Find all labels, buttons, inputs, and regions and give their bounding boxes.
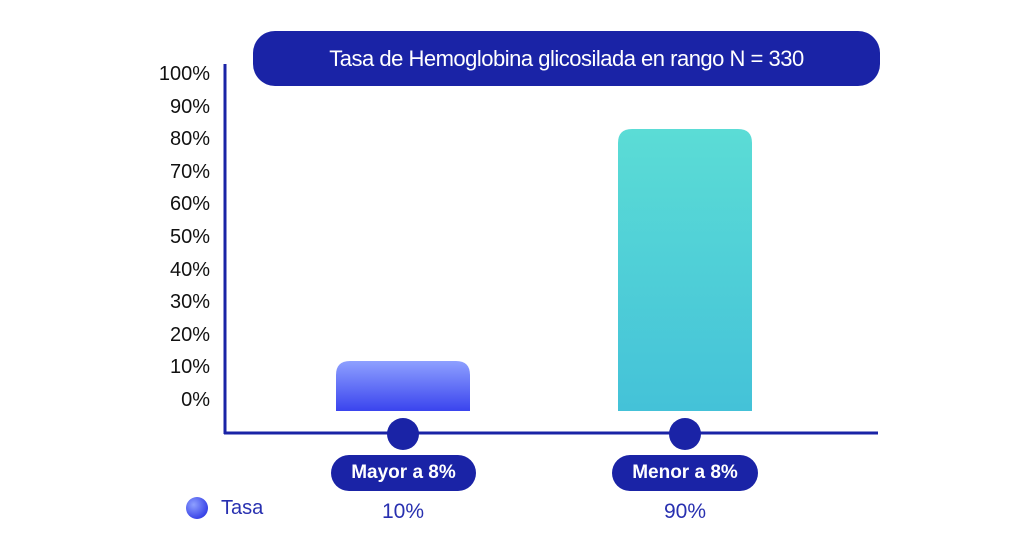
y-tick-label: 0% — [181, 389, 210, 411]
chart-title: Tasa de Hemoglobina glicosilada en rango… — [253, 31, 880, 86]
category-label-2: Menor a 8% — [612, 455, 758, 491]
y-tick-label: 60% — [169, 193, 210, 216]
category-marker-1 — [387, 418, 419, 450]
y-tick-label: 90% — [169, 95, 210, 118]
y-tick-label: 30% — [169, 291, 210, 314]
bar-2 — [618, 129, 752, 411]
y-tick-label: 80% — [169, 128, 210, 151]
y-tick-label: 70% — [169, 160, 210, 183]
y-tick-label: 50% — [169, 226, 210, 248]
legend-swatch — [186, 497, 208, 519]
legend-label: Tasa — [221, 497, 264, 519]
value-label-1: 10% — [381, 500, 425, 523]
y-tick-label: 100% — [158, 63, 210, 85]
y-tick-label: 10% — [169, 356, 210, 379]
value-label-2: 90% — [663, 500, 707, 523]
bar-1 — [336, 361, 470, 411]
y-tick-label: 40% — [169, 258, 210, 281]
category-marker-2 — [669, 418, 701, 450]
category-label-1: Mayor a 8% — [331, 455, 476, 491]
y-tick-label: 20% — [169, 323, 210, 346]
